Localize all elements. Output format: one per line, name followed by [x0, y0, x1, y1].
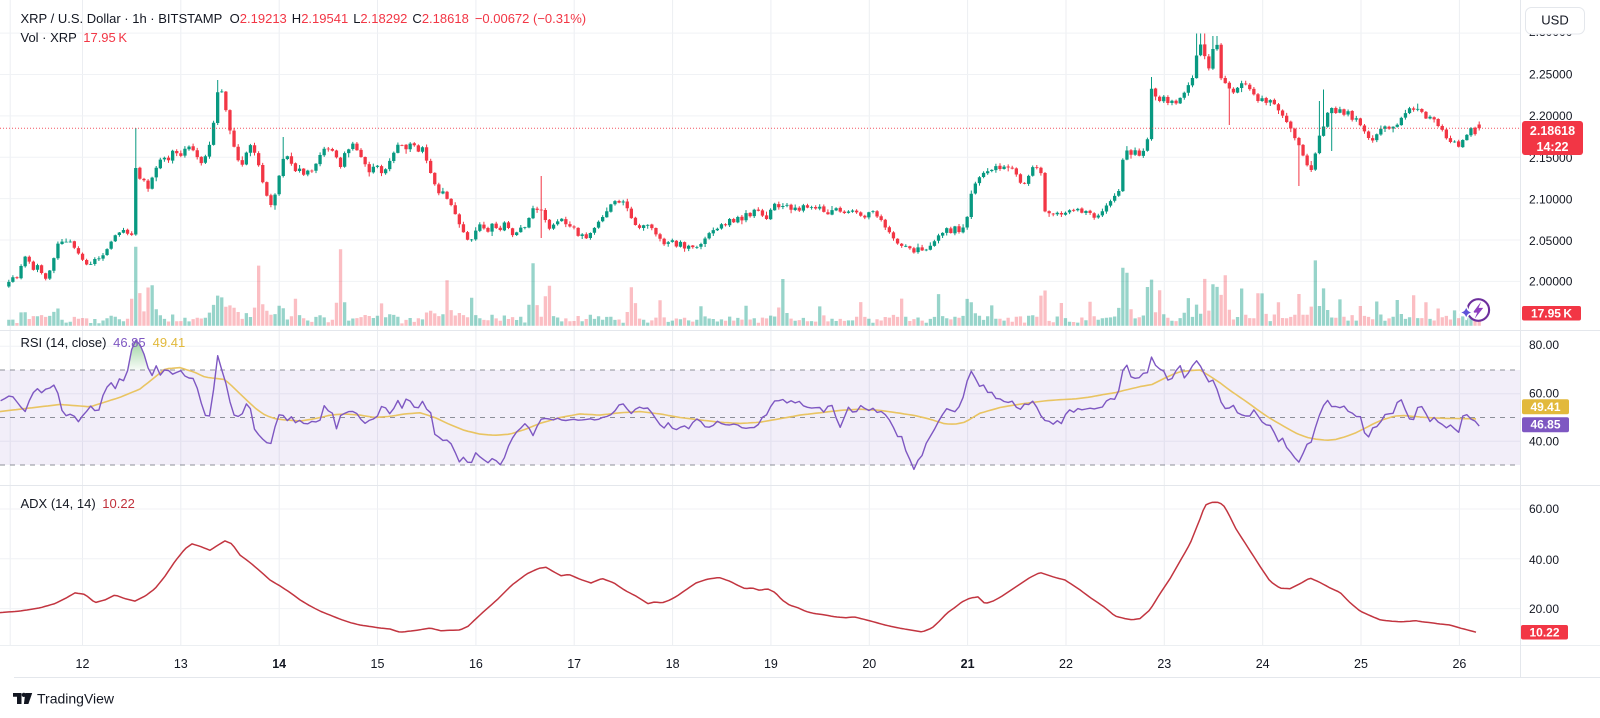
- svg-text:49.41: 49.41: [1530, 400, 1560, 414]
- svg-text:24: 24: [1256, 657, 1270, 671]
- svg-text:2.00000: 2.00000: [1529, 275, 1573, 289]
- svg-text:14:22: 14:22: [1537, 140, 1569, 154]
- svg-text:19: 19: [764, 657, 778, 671]
- svg-text:17: 17: [567, 657, 581, 671]
- svg-text:26: 26: [1452, 657, 1466, 671]
- svg-text:2.20000: 2.20000: [1529, 109, 1573, 123]
- svg-text:80.00: 80.00: [1529, 338, 1559, 352]
- svg-text:25: 25: [1354, 657, 1368, 671]
- svg-text:20.00: 20.00: [1529, 602, 1559, 616]
- svg-text:2.10000: 2.10000: [1529, 193, 1573, 207]
- svg-text:TradingView: TradingView: [37, 691, 115, 707]
- svg-text:14: 14: [272, 657, 286, 671]
- svg-text:60.00: 60.00: [1529, 502, 1559, 516]
- svg-text:2.25000: 2.25000: [1529, 68, 1573, 82]
- svg-text:18: 18: [666, 657, 680, 671]
- svg-text:40.00: 40.00: [1529, 435, 1559, 449]
- svg-text:13: 13: [174, 657, 188, 671]
- svg-text:46.85: 46.85: [1530, 418, 1560, 432]
- svg-text:17.95 K: 17.95 K: [1531, 306, 1572, 320]
- svg-text:2.05000: 2.05000: [1529, 234, 1573, 248]
- svg-text:XRP / U.S. Dollar · 1h · BITST: XRP / U.S. Dollar · 1h · BITSTAMP O2.192…: [21, 11, 587, 26]
- svg-text:Vol · XRP 17.95 K: Vol · XRP 17.95 K: [21, 30, 128, 45]
- svg-text:15: 15: [371, 657, 385, 671]
- svg-text:ADX (14, 14) 10.22: ADX (14, 14) 10.22: [21, 496, 135, 511]
- svg-text:40.00: 40.00: [1529, 553, 1559, 567]
- svg-text:21: 21: [961, 657, 975, 671]
- svg-text:2.18618: 2.18618: [1530, 124, 1575, 138]
- svg-text:12: 12: [76, 657, 90, 671]
- svg-text:20: 20: [862, 657, 876, 671]
- svg-text:60.00: 60.00: [1529, 387, 1559, 401]
- svg-text:16: 16: [469, 657, 483, 671]
- svg-text:23: 23: [1157, 657, 1171, 671]
- svg-text:10.22: 10.22: [1529, 625, 1559, 639]
- svg-text:22: 22: [1059, 657, 1073, 671]
- svg-text:USD: USD: [1541, 13, 1568, 28]
